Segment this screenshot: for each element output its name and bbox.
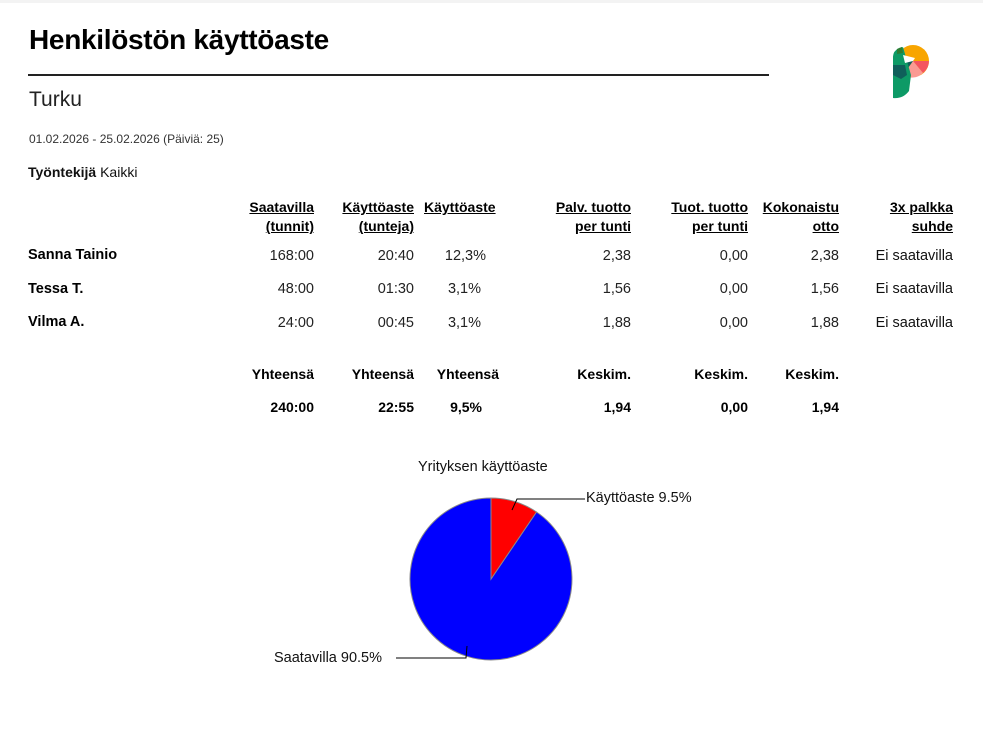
table-cell: 00:45 [377, 315, 414, 331]
pie-label-kayttoaste: Käyttöaste 9.5% [586, 490, 692, 506]
col-header-line1: 3x palkka [889, 199, 953, 215]
col-header-total-revenue: Kokonaistu otto [750, 198, 839, 236]
table-cell: 1,88 [602, 315, 631, 331]
pie-label-saatavilla: Saatavilla 90.5% [274, 650, 383, 666]
table-cell: 1,56 [810, 281, 839, 297]
date-range: 01.02.2026 - 25.02.2026 (Päiviä: 25) [29, 132, 224, 146]
filter-value: Kaikki [100, 164, 138, 180]
col-header-line2: per tunti [692, 218, 748, 234]
totals-label: Keskim. [785, 366, 839, 382]
table-cell: 2,38 [810, 248, 839, 264]
pie-slice-kayttoaste [490, 497, 538, 581]
col-header-service-revenue: Palv. tuotto per tunti [520, 198, 631, 236]
employee-name: Sanna Tainio [28, 247, 118, 263]
table-cell: 01:30 [377, 281, 414, 297]
col-header-salary-ratio: 3x palkka suhde [850, 198, 953, 236]
col-header-line1: Käyttöaste [342, 199, 414, 215]
location-subtitle: Turku [29, 88, 82, 111]
employee-name: Vilma A. [28, 314, 85, 330]
table-cell: 24:00 [277, 315, 314, 331]
chart-title: Yrityksen käyttöaste [418, 459, 548, 475]
table-cell: Ei saatavilla [875, 248, 953, 264]
totals-label: Yhteensä [251, 366, 314, 382]
totals-label: Keskim. [694, 366, 748, 382]
table-cell: 48:00 [277, 281, 314, 297]
totals-value: 240:00 [270, 399, 314, 415]
pie-chart [409, 497, 573, 661]
col-header-line2: (tunnit) [265, 218, 314, 234]
table-cell: 1,88 [810, 315, 839, 331]
table-cell: 0,00 [719, 315, 748, 331]
col-header-available-hours: Saatavilla (tunnit) [220, 198, 314, 236]
table-cell: 20:40 [377, 248, 414, 264]
title-divider [28, 74, 769, 76]
col-header-line2: suhde [911, 218, 953, 234]
totals-value: 1,94 [811, 399, 839, 415]
employee-name: Tessa T. [28, 281, 84, 297]
col-header-line1: Käyttöaste [424, 199, 496, 215]
table-cell: Ei saatavilla [875, 315, 953, 331]
top-border [0, 0, 983, 3]
col-header-line2: (tunteja) [358, 218, 414, 234]
totals-value: 1,94 [603, 399, 631, 415]
employee-filter: Työntekijä Kaikki [28, 164, 137, 180]
table-cell: 2,38 [602, 248, 631, 264]
table-cell: 1,56 [602, 281, 631, 297]
table-cell: 168:00 [269, 248, 314, 264]
col-header-line1: Saatavilla [249, 199, 314, 215]
table-cell: 0,00 [719, 281, 748, 297]
page-title: Henkilöstön käyttöaste [29, 24, 329, 55]
table-cell: 3,1% [447, 281, 481, 297]
col-header-line2: otto [812, 218, 839, 234]
totals-label: Yhteensä [351, 366, 414, 382]
filter-label: Työntekijä [28, 164, 97, 180]
totals-value: 0,00 [720, 399, 748, 415]
table-cell: 12,3% [444, 248, 486, 264]
totals-value: 22:55 [378, 399, 414, 415]
col-header-utilization-hours: Käyttöaste (tunteja) [320, 198, 414, 236]
col-header-line1: Tuot. tuotto [671, 199, 748, 215]
table-cell: Ei saatavilla [875, 281, 953, 297]
table-cell: 0,00 [719, 248, 748, 264]
col-header-utilization-pct: Käyttöaste [424, 198, 514, 217]
totals-label: Keskim. [577, 366, 631, 382]
col-header-line2: per tunti [575, 218, 631, 234]
p-logo-icon [893, 45, 929, 99]
totals-value: 9,5% [450, 399, 482, 415]
table-cell: 3,1% [447, 315, 481, 331]
totals-label: Yhteensä [436, 366, 499, 382]
col-header-line1: Kokonaistu [762, 199, 839, 215]
col-header-product-revenue: Tuot. tuotto per tunti [640, 198, 748, 236]
col-header-line1: Palv. tuotto [555, 199, 631, 215]
